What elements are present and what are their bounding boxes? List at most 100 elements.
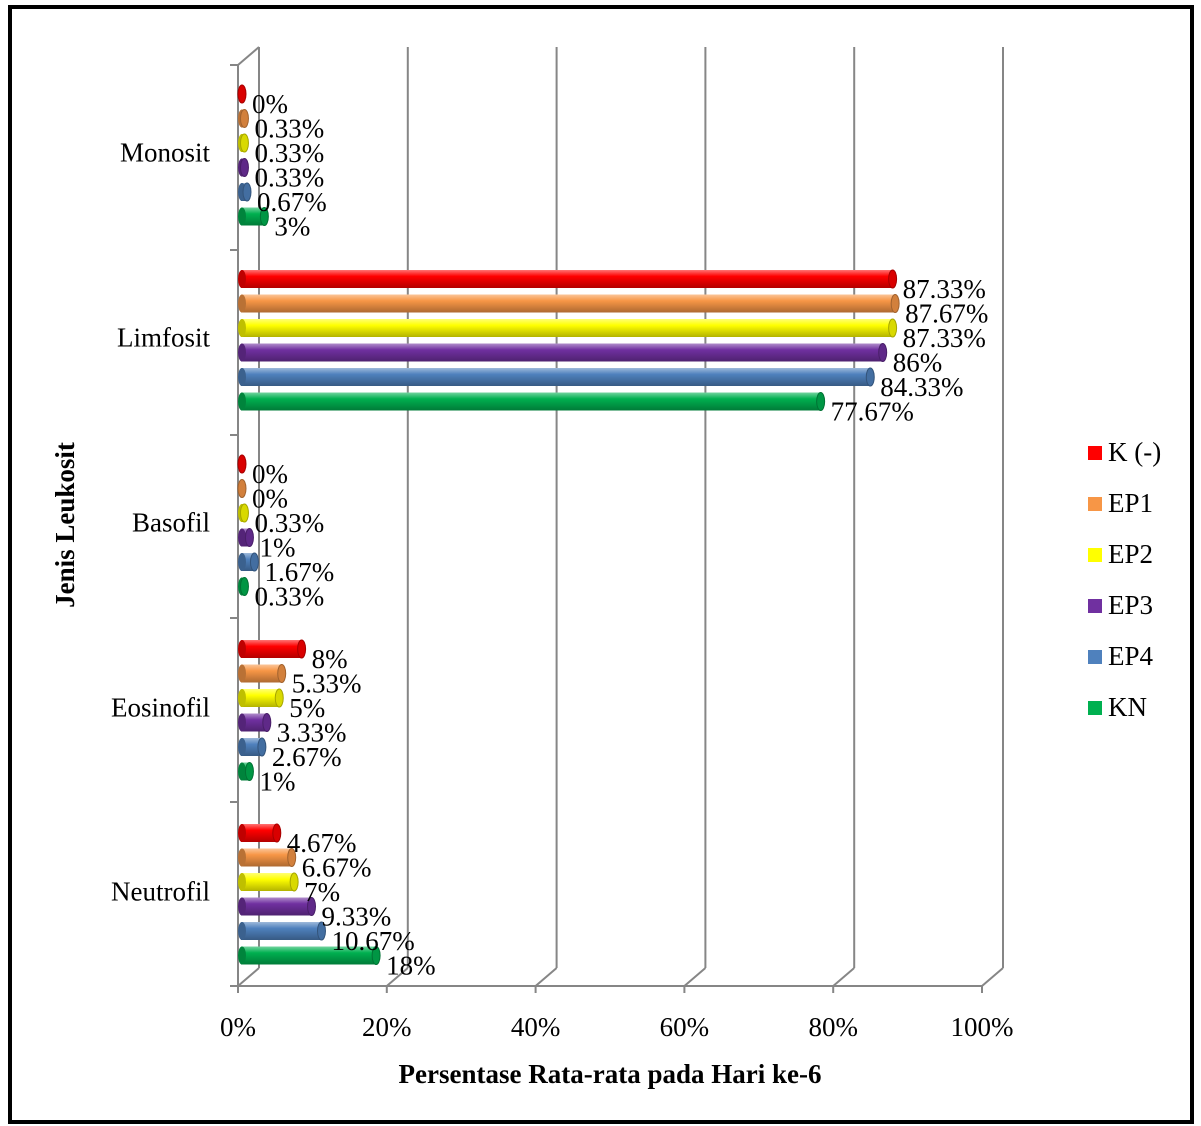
bar-end-cap [277, 664, 287, 683]
bar-end-cap [878, 343, 888, 362]
bar-base-cap [238, 946, 246, 965]
bar-base-cap [238, 392, 246, 411]
legend-swatch [1088, 496, 1102, 511]
x-tick-label: 60% [660, 1012, 710, 1042]
data-label: 0.33% [254, 163, 324, 193]
bar-end-cap [237, 479, 247, 498]
bar-base-cap [238, 713, 246, 732]
data-label: 1.67% [264, 557, 334, 587]
bar [241, 270, 894, 288]
data-label: 0.33% [254, 582, 324, 612]
data-label: 5% [289, 693, 325, 723]
bar [241, 207, 266, 226]
bar-end-cap [371, 946, 381, 965]
bar-base-cap [238, 848, 246, 867]
data-label: 0% [252, 484, 288, 514]
legend-swatch [1088, 445, 1102, 460]
x-axis-title: Persentase Rata-rata pada Hari ke-6 [399, 1059, 822, 1089]
legend-label: EP4 [1108, 641, 1154, 671]
bar-end-cap [237, 454, 247, 474]
bar [241, 319, 894, 337]
floor-gridline [683, 967, 707, 987]
legend-item: EP1 [1088, 478, 1198, 529]
legend-item: EP3 [1088, 580, 1198, 631]
data-label: 0% [252, 89, 288, 119]
bar-end-cap [257, 737, 267, 757]
legend-label: KN [1108, 692, 1147, 722]
bar-base-cap [238, 664, 246, 683]
bar [241, 368, 872, 386]
bar-end-cap [242, 182, 252, 202]
y-axis-top-edge [237, 46, 260, 66]
bar-end-cap [865, 367, 875, 387]
legend-label: EP2 [1108, 539, 1154, 569]
bar [241, 873, 296, 891]
data-label: 87.33% [903, 323, 986, 353]
grid-layer [230, 46, 1004, 993]
bar-end-cap [237, 84, 247, 104]
bar-base-cap [238, 294, 246, 313]
data-label: 8% [312, 644, 348, 674]
bar [241, 392, 822, 411]
legend-swatch [1088, 700, 1102, 715]
bar-end-cap [239, 503, 249, 523]
bar-base-cap [238, 319, 246, 337]
labels-layer: 0% 20% 40% 60% 80% 100% Monosit Limfosit Basofil… [111, 89, 1014, 1042]
x-tick-label: 40% [511, 1012, 561, 1042]
floor-gridline [386, 967, 409, 987]
data-label: 7% [304, 877, 340, 907]
data-label: 87.33% [903, 274, 986, 304]
bar-end-cap [890, 294, 900, 313]
bar-base-cap [238, 553, 246, 571]
bar-end-cap [272, 823, 282, 843]
data-label: 86% [893, 348, 943, 378]
data-label: 2.67% [272, 742, 342, 772]
bar [241, 946, 378, 965]
legend-item: K (-) [1088, 427, 1198, 478]
y-axis-title: Jenis Leukosit [50, 442, 80, 608]
bar-base-cap [238, 640, 246, 658]
data-label: 0.67% [257, 187, 327, 217]
legend-swatch [1088, 547, 1102, 562]
y-tick-label: Basofil [132, 507, 210, 537]
legend-item: EP4 [1088, 631, 1198, 682]
bar-end-cap [249, 552, 259, 572]
data-label: 10.67% [331, 926, 414, 956]
bar-base-cap [238, 824, 246, 842]
bar [241, 713, 268, 732]
legend: K (-) EP1 EP2 EP3 EP4 KN [1088, 427, 1198, 733]
legend-item: EP2 [1088, 529, 1198, 580]
floor-gridline [981, 967, 1004, 987]
data-label: 1% [259, 533, 295, 563]
legend-item: KN [1088, 682, 1198, 733]
data-label: 18% [386, 951, 436, 981]
legend-label: EP3 [1108, 590, 1154, 620]
bar-end-cap [244, 762, 254, 781]
bar [241, 738, 263, 756]
floor-gridline [534, 967, 558, 987]
bar-base-cap [238, 368, 246, 386]
data-label: 0.33% [254, 138, 324, 168]
bar-base-cap [238, 897, 246, 916]
data-label: 4.67% [287, 828, 357, 858]
bar-end-cap [274, 688, 284, 708]
bar-end-cap [888, 269, 898, 289]
x-tick-label: 20% [362, 1012, 412, 1042]
x-tick-label: 100% [951, 1012, 1014, 1042]
bar [241, 343, 884, 362]
bar-base-cap [238, 270, 246, 288]
data-label: 3% [274, 212, 310, 242]
bar [241, 824, 278, 842]
bar [241, 640, 303, 658]
data-label: 0.33% [254, 508, 324, 538]
y-tick-label: Eosinofil [111, 692, 210, 722]
bar-end-cap [244, 528, 254, 547]
data-label: 0.33% [254, 114, 324, 144]
bar [241, 689, 281, 707]
x-tick-label: 80% [808, 1012, 858, 1042]
bar-end-cap [239, 158, 249, 177]
y-tick-label: Limfosit [117, 322, 210, 352]
y-tick-label: Neutrofil [111, 876, 210, 906]
bar-end-cap [262, 713, 272, 732]
